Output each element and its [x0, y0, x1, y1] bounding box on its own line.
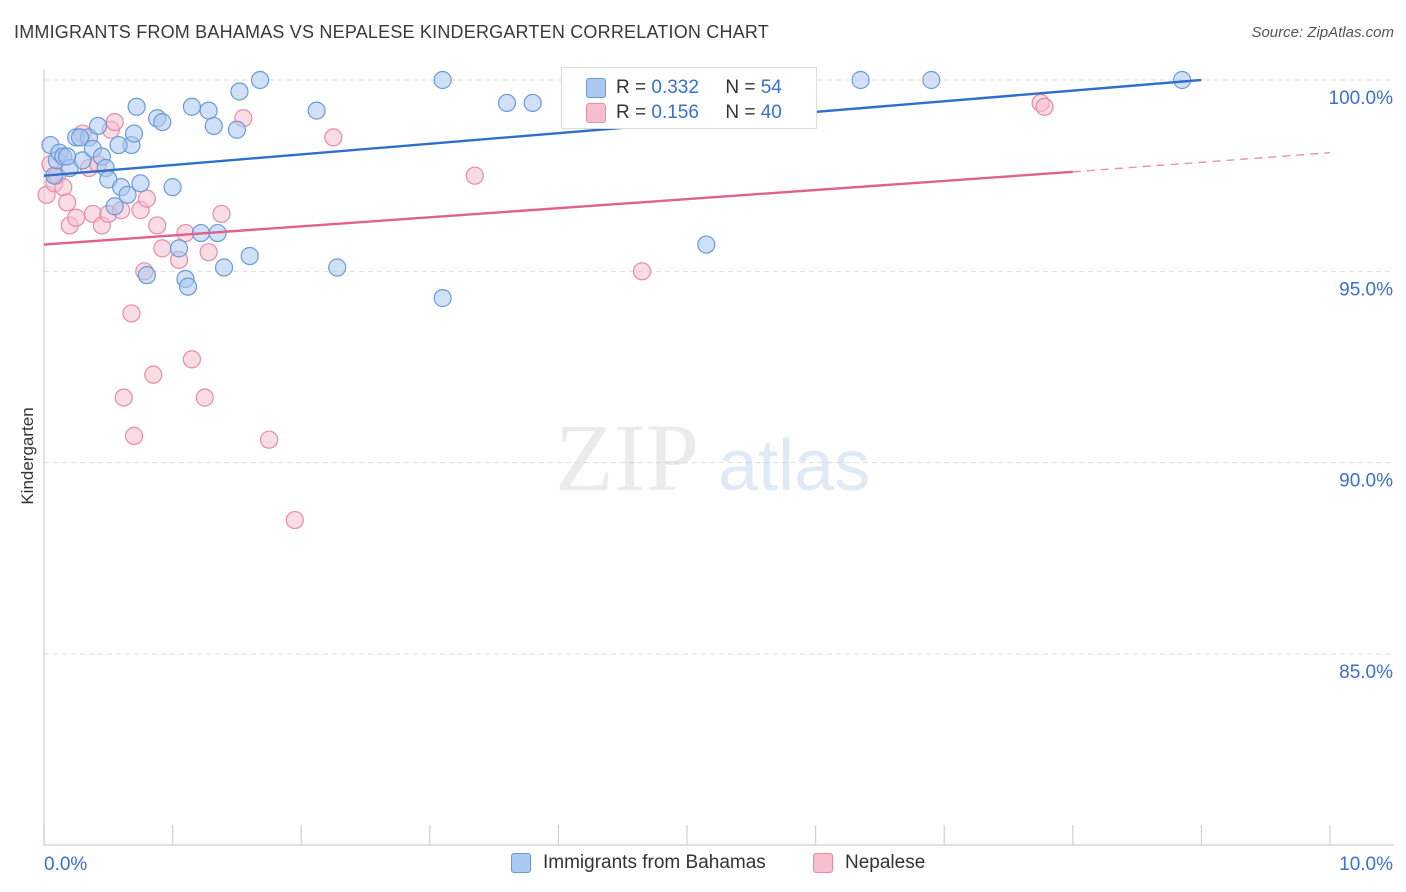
y-tick-label-0: 100.0%	[1329, 88, 1394, 109]
stats-pink-n-value: 40	[760, 102, 782, 123]
stats-row-blue: R = 0.332 N = 54	[586, 77, 782, 99]
bahamas-point-40	[433, 70, 452, 90]
watermark-zip: ZIP	[555, 404, 699, 511]
bahamas-point-51	[58, 147, 77, 166]
bahamas-point-16	[118, 185, 137, 204]
nepalese-point-31	[212, 204, 231, 224]
x-tick-label-max: 10.0%	[1339, 854, 1393, 875]
nepalese-point-18	[122, 304, 141, 323]
bahamas-point-52	[70, 128, 90, 147]
bahamas-point-35	[230, 82, 249, 101]
bahamas-point-53	[109, 135, 128, 155]
series-nepalese-points	[37, 93, 1054, 530]
bahamas-point-31	[204, 116, 223, 136]
nepalese-point-19	[124, 426, 144, 445]
nepalese-point-36	[465, 166, 484, 185]
watermark-atlas: atlas	[718, 426, 870, 506]
nepalese-point-37	[632, 262, 652, 281]
bahamas-point-49	[922, 70, 941, 90]
trend-line-nepalese-extension	[1072, 152, 1331, 173]
nepalese-point-24	[148, 216, 167, 235]
grid-lines	[44, 79, 1394, 655]
stats-blue-n-value: 54	[760, 77, 782, 98]
bahamas-point-27	[178, 277, 198, 296]
bahamas-point-21	[137, 266, 156, 285]
nepalese-point-5	[58, 193, 77, 212]
bahamas-point-14	[105, 197, 124, 216]
legend-swatch-bahamas	[511, 853, 531, 873]
tick-labels: 100.0% 95.0% 90.0% 85.0% 0.0% 10.0%	[44, 88, 1393, 875]
bahamas-point-48	[851, 70, 870, 90]
nepalese-point-33	[259, 430, 279, 449]
bahamas-point-33	[214, 258, 234, 277]
bahamas-point-19	[127, 97, 146, 116]
bahamas-point-34	[227, 120, 246, 139]
nepalese-point-25	[153, 239, 172, 258]
stats-swatch-blue	[586, 78, 606, 98]
nepalese-point-39	[1035, 97, 1054, 116]
stats-blue-n-label: N =	[725, 77, 756, 98]
nepalese-point-7	[67, 208, 86, 227]
bahamas-point-25	[169, 239, 189, 258]
stats-pink-r-value: 0.156	[651, 102, 699, 123]
bahamas-point-28	[182, 97, 201, 116]
nepalese-point-34	[285, 510, 304, 530]
source-label: Source: ZipAtlas.com	[1251, 24, 1394, 41]
axes	[43, 70, 1394, 846]
bahamas-point-41	[433, 289, 452, 308]
nepalese-point-35	[324, 128, 343, 147]
bahamas-point-39	[328, 258, 347, 277]
chart-title: IMMIGRANTS FROM BAHAMAS VS NEPALESE KIND…	[14, 22, 769, 42]
legend-label-nepalese: Nepalese	[845, 852, 926, 873]
y-tick-label-3: 85.0%	[1339, 662, 1393, 683]
bahamas-point-23	[153, 112, 172, 132]
watermark: ZIP atlas	[555, 404, 870, 511]
nepalese-point-22	[137, 189, 156, 208]
nepalese-point-15	[105, 112, 124, 132]
stats-pink-n-label: N =	[725, 102, 756, 123]
y-tick-label-2: 90.0%	[1339, 471, 1393, 492]
stats-blue-r-value: 0.332	[651, 77, 699, 98]
stats-box: R = 0.332 N = 54 R = 0.156 N = 40	[561, 67, 817, 129]
legend-item-bahamas[interactable]: Immigrants from Bahamas	[511, 852, 766, 874]
legend-item-nepalese[interactable]: Nepalese	[813, 852, 925, 874]
legend-swatch-nepalese	[813, 853, 833, 873]
nepalese-point-17	[114, 388, 133, 407]
nepalese-point-30	[199, 243, 218, 262]
bahamas-point-43	[523, 93, 542, 113]
nepalese-point-23	[144, 365, 163, 384]
bahamas-point-36	[240, 246, 259, 266]
bahamas-point-42	[497, 93, 517, 113]
stats-row-pink: R = 0.156 N = 40	[586, 102, 782, 124]
y-tick-label-1: 95.0%	[1339, 279, 1393, 300]
stats-blue-r-label: R =	[616, 77, 647, 98]
legend-label-bahamas: Immigrants from Bahamas	[543, 852, 766, 873]
bahamas-point-30	[199, 101, 218, 120]
stats-swatch-pink	[586, 103, 606, 123]
bahamas-point-10	[88, 116, 108, 136]
x-tick-label-min: 0.0%	[44, 854, 87, 875]
bahamas-point-24	[163, 178, 182, 197]
bahamas-point-18	[124, 124, 144, 143]
bahamas-point-37	[250, 70, 270, 90]
nepalese-point-29	[195, 388, 214, 407]
nepalese-point-28	[182, 350, 201, 369]
bahamas-point-20	[131, 174, 150, 193]
stats-pink-r-label: R =	[616, 102, 647, 123]
trend-line-nepalese	[43, 170, 1073, 246]
bahamas-point-46	[697, 235, 716, 254]
bahamas-point-38	[307, 101, 326, 120]
